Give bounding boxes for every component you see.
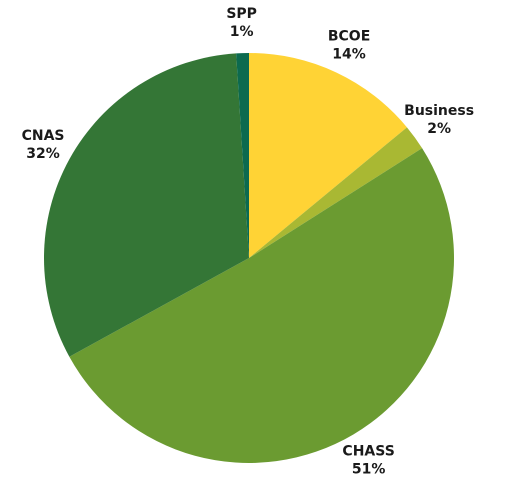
pie-slice — [249, 127, 423, 258]
slice-value: 32% — [26, 146, 60, 162]
pie-slice — [69, 148, 454, 463]
pie-slice — [44, 53, 250, 357]
slice-value: 51% — [352, 461, 386, 477]
slice-value: 2% — [427, 121, 451, 137]
slice-label: Business — [404, 103, 474, 119]
slice-value: 1% — [230, 24, 254, 40]
slice-label: BCOE — [328, 28, 370, 44]
pie-slice — [236, 53, 249, 258]
slice-label: CNAS — [22, 128, 65, 144]
slice-label: CHASS — [342, 443, 394, 459]
slice-label: SPP — [226, 6, 257, 22]
slice-value: 14% — [332, 46, 366, 62]
pie-slice — [249, 53, 407, 258]
